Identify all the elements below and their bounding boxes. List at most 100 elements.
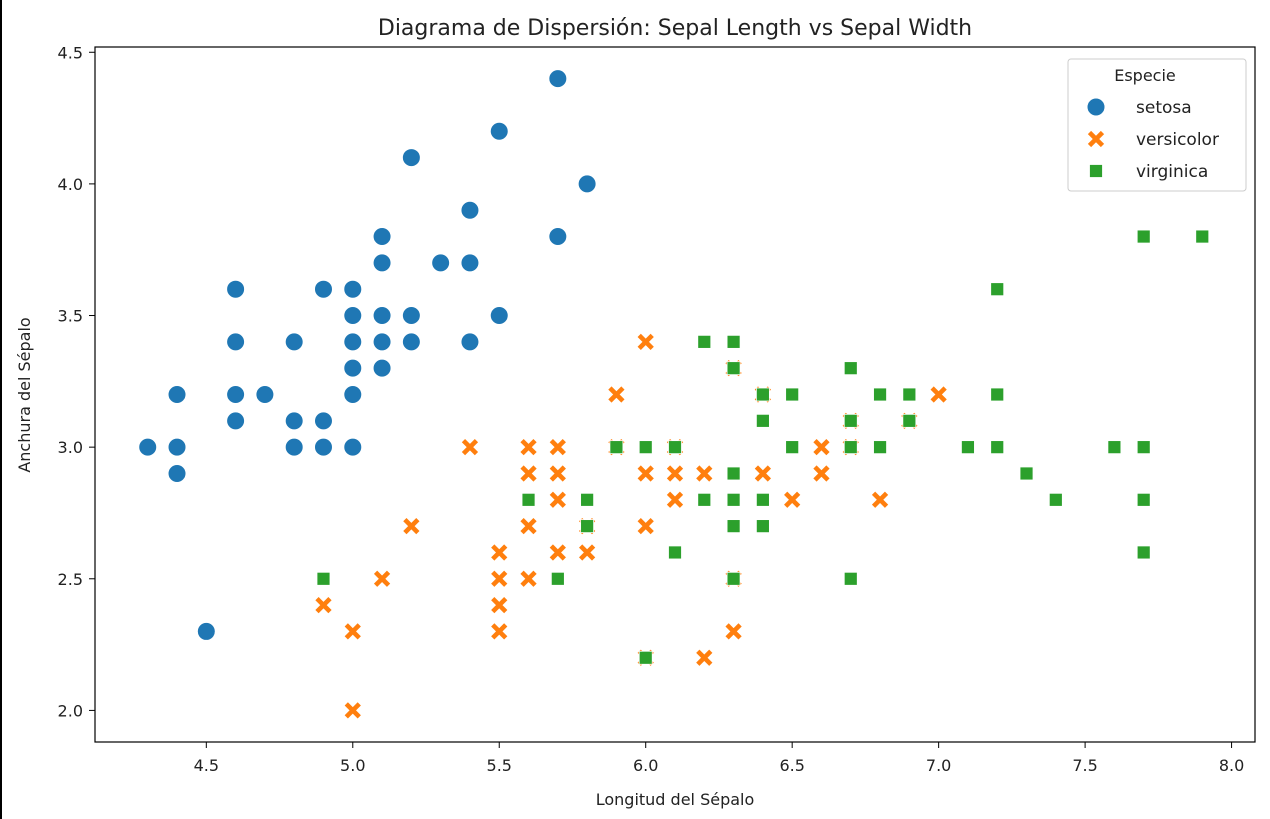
data-point-setosa [167, 437, 187, 457]
data-point-virginica [638, 650, 653, 665]
data-point-virginica [580, 519, 595, 534]
data-point-setosa [548, 227, 568, 247]
data-point-versicolor [724, 622, 743, 641]
data-point-setosa [401, 306, 421, 326]
data-point-virginica [1019, 466, 1034, 481]
data-point-setosa [313, 437, 333, 457]
data-point-virginica [843, 440, 858, 455]
data-point-virginica [638, 440, 653, 455]
data-point-setosa [343, 332, 363, 352]
data-point-virginica [697, 334, 712, 349]
chart-title: Diagrama de Dispersión: Sepal Length vs … [378, 16, 972, 41]
data-point-virginica [726, 334, 741, 349]
data-point-setosa [372, 306, 392, 326]
data-point-virginica [580, 492, 595, 507]
x-tick-label: 4.5 [194, 756, 219, 775]
data-point-versicolor [519, 569, 538, 588]
data-point-versicolor [460, 438, 479, 457]
data-point-virginica [726, 466, 741, 481]
data-point-virginica [1048, 492, 1063, 507]
x-axis-ticks: 4.5 5.0 5.5 6.0 6.5 7.0 7.5 8.0 [194, 742, 1244, 775]
data-point-virginica [843, 413, 858, 428]
data-point-versicolor [343, 622, 362, 641]
data-point-virginica [668, 440, 682, 455]
data-point-setosa [226, 411, 246, 431]
data-point-setosa [284, 437, 304, 457]
data-point-virginica [990, 282, 1005, 297]
data-point-versicolor [490, 622, 509, 641]
data-point-virginica [755, 492, 770, 507]
data-point-setosa [489, 121, 509, 141]
data-point-versicolor [695, 464, 714, 483]
data-point-virginica [1136, 492, 1151, 507]
data-point-virginica [1136, 440, 1151, 455]
x-tick-label: 7.5 [1072, 756, 1097, 775]
data-point-virginica [785, 440, 800, 455]
data-point-setosa [226, 332, 246, 352]
legend-marker-virginica [1089, 164, 1103, 178]
data-point-virginica [726, 519, 741, 534]
x-tick-label: 6.5 [779, 756, 804, 775]
legend-item-versicolor: versicolor [1087, 130, 1219, 150]
data-point-virginica [609, 440, 624, 455]
data-point-versicolor [519, 517, 538, 536]
data-point-versicolor [548, 438, 567, 457]
data-point-setosa [226, 385, 246, 404]
data-point-versicolor [519, 438, 538, 457]
legend-label-virginica: virginica [1136, 162, 1208, 182]
data-point-virginica [990, 440, 1005, 455]
x-tick-label: 7.0 [926, 756, 951, 775]
x-tick-label: 5.5 [487, 756, 512, 775]
data-point-versicolor [753, 464, 772, 483]
data-point-setosa [372, 358, 392, 378]
data-point-versicolor [636, 517, 655, 536]
data-point-versicolor [666, 464, 684, 483]
data-point-versicolor [695, 648, 714, 667]
legend-item-setosa: setosa [1086, 97, 1192, 118]
data-point-setosa [138, 437, 158, 457]
legend-box [1067, 58, 1247, 192]
data-point-setosa [401, 148, 421, 168]
data-point-setosa [372, 253, 392, 273]
data-point-versicolor [812, 464, 831, 483]
data-point-versicolor [343, 701, 362, 720]
data-point-setosa [577, 174, 597, 194]
data-point-setosa [372, 227, 392, 247]
y-axis-label: Anchura del Sépalo [15, 317, 34, 472]
y-tick-label: 2.0 [58, 701, 83, 720]
x-axis-label: Longitud del Sépalo [596, 790, 755, 809]
data-point-virginica [873, 387, 887, 402]
data-point-virginica [990, 387, 1005, 402]
data-point-virginica [785, 387, 800, 402]
y-tick-label: 2.5 [58, 570, 83, 589]
data-point-setosa [196, 621, 216, 641]
data-point-versicolor [578, 543, 597, 562]
data-point-setosa [343, 279, 363, 299]
data-point-setosa [343, 358, 363, 378]
data-point-versicolor [402, 517, 421, 536]
data-point-virginica [843, 361, 858, 376]
legend-title: Especie [1114, 66, 1176, 85]
y-tick-label: 3.5 [58, 307, 83, 326]
data-point-setosa [167, 463, 187, 483]
y-tick-label: 4.0 [58, 175, 83, 194]
x-tick-label: 6.0 [633, 756, 658, 775]
data-point-virginica [755, 519, 770, 534]
data-point-virginica [902, 413, 917, 428]
data-point-versicolor [871, 490, 890, 509]
data-point-setosa [343, 385, 363, 404]
y-axis-ticks: 2.0 2.5 3.0 3.5 4.0 4.5 [58, 43, 95, 720]
y-tick-label: 4.5 [58, 43, 83, 62]
data-point-setosa [489, 306, 509, 326]
data-point-virginica [521, 492, 536, 507]
data-point-virginica [726, 361, 741, 376]
y-tick-label: 3.0 [58, 438, 83, 457]
legend-marker-setosa [1086, 97, 1106, 117]
data-point-virginica [755, 387, 770, 402]
data-point-setosa [226, 279, 246, 299]
legend-marker-versicolor [1087, 130, 1105, 148]
data-point-versicolor [812, 438, 831, 457]
data-point-setosa [167, 385, 187, 404]
data-point-setosa [313, 279, 333, 299]
data-point-versicolor [636, 464, 655, 483]
